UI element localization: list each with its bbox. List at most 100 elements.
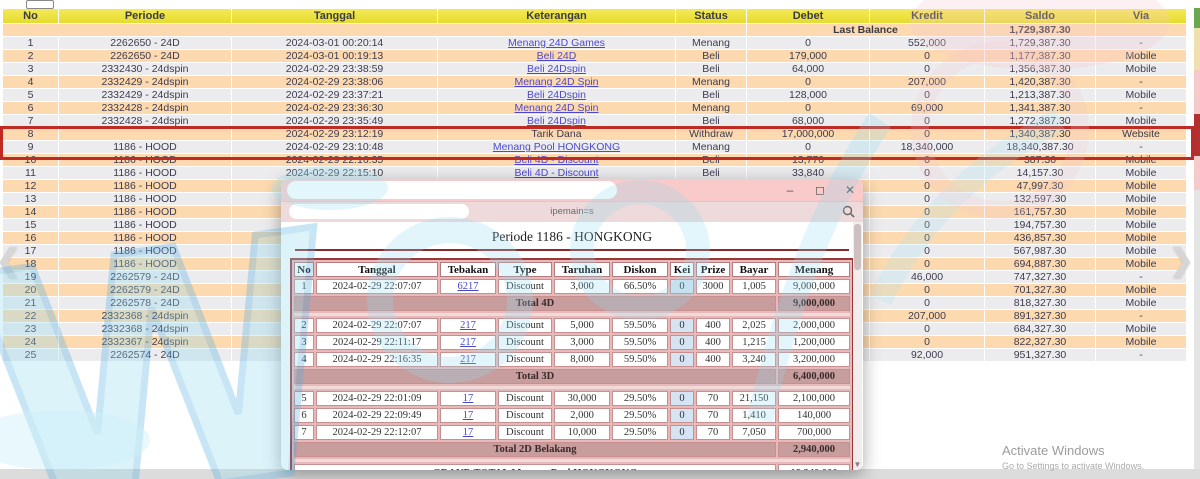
periode-cell: 2332368 - 24dspin — [59, 310, 231, 322]
keterangan-cell[interactable]: Beli 4D - Discount — [438, 154, 675, 166]
periode-cell: 2262574 - 24D — [59, 349, 231, 361]
bet-column-header-kei: Kei — [670, 262, 694, 277]
bet-tebakan[interactable]: 17 — [440, 391, 496, 406]
last-balance-spacer — [3, 24, 746, 36]
tebakan-link[interactable]: 17 — [462, 410, 474, 421]
keterangan-link[interactable]: Menang 24D Games — [508, 37, 605, 49]
popup-scrollbar-thumb[interactable] — [854, 224, 861, 270]
keterangan-cell[interactable]: Menang 24D Spin — [438, 102, 675, 114]
tebakan-link[interactable]: 217 — [460, 337, 476, 348]
page-size-select[interactable] — [26, 0, 54, 9]
keterangan-cell[interactable]: Menang Pool HONGKONG — [438, 141, 675, 153]
saldo-cell: 694,887.30 — [985, 258, 1095, 270]
keterangan-link[interactable]: Beli 24Dspin — [527, 63, 586, 75]
bet-column-header-type: Type — [498, 262, 552, 277]
bet-menang: 9,000,000 — [778, 279, 850, 294]
saldo-cell: 747,327.30 — [985, 271, 1095, 283]
saldo-cell: 1,420,387.30 — [985, 76, 1095, 88]
keterangan-link[interactable]: Beli 4D - Discount — [514, 167, 599, 179]
bet-tebakan[interactable]: 17 — [440, 408, 496, 423]
bet-tanggal: 2024-02-29 22:16:35 — [316, 352, 438, 367]
bet-tebakan[interactable]: 217 — [440, 352, 496, 367]
tanggal-cell: 2024-02-29 23:38:59 — [232, 63, 437, 75]
periode-cell: 2262650 - 24D — [59, 50, 231, 62]
periode-cell: 1186 - HOOD — [59, 232, 231, 244]
chevron-left-icon[interactable]: ❮ — [0, 246, 21, 276]
keterangan-cell[interactable]: Beli 24Dspin — [438, 115, 675, 127]
kredit-cell: 0 — [870, 128, 984, 140]
bet-tebakan[interactable]: 217 — [440, 335, 496, 350]
chevron-right-icon[interactable]: ❯ — [1168, 244, 1194, 277]
via-cell: Mobile — [1096, 258, 1186, 270]
table-row: 4 2332429 - 24dspin 2024-02-29 23:38:06 Men… — [3, 76, 1186, 88]
minimize-button[interactable]: – — [786, 183, 794, 197]
keterangan-cell[interactable]: Beli 4D - Discount — [438, 167, 675, 179]
bet-taruhan: 8,000 — [554, 352, 610, 367]
tanggal-cell: 2024-02-29 23:12:19 — [232, 128, 437, 140]
popup-titlebar[interactable]: – ◻ ✕ — [281, 179, 863, 201]
close-button[interactable]: ✕ — [844, 183, 856, 197]
via-cell: Mobile — [1096, 154, 1186, 166]
total-row: Total 4D 9,000,000 — [294, 296, 850, 311]
last-balance-row: Last Balance 1,729,387.30 — [3, 24, 1186, 36]
bet-taruhan: 30,000 — [554, 391, 610, 406]
saldo-cell: 1,272,387.30 — [985, 115, 1095, 127]
total-value: 2,940,000 — [778, 442, 850, 457]
bet-row: 3 2024-02-29 22:11:17 217 Discount 3,000 59.5… — [294, 335, 850, 350]
total-label: Total 3D — [294, 369, 776, 384]
maximize-button[interactable]: ◻ — [815, 183, 825, 197]
no-cell: 3 — [3, 63, 58, 75]
scroll-down-icon[interactable]: ▼ — [853, 460, 862, 469]
bet-prize: 70 — [696, 425, 730, 440]
bet-taruhan: 3,000 — [554, 279, 610, 294]
no-cell: 10 — [3, 154, 58, 166]
tebakan-link[interactable]: 17 — [462, 427, 474, 438]
bet-tanggal: 2024-02-29 22:12:07 — [316, 425, 438, 440]
periode-cell: 2262650 - 24D — [59, 37, 231, 49]
periode-cell: 2332430 - 24dspin — [59, 63, 231, 75]
bet-tebakan[interactable]: 6217 — [440, 279, 496, 294]
keterangan-link[interactable]: Menang 24D Spin — [514, 102, 599, 114]
via-cell: Mobile — [1096, 115, 1186, 127]
periode-cell: 2332429 - 24dspin — [59, 89, 231, 101]
total-value: 6,400,000 — [778, 369, 850, 384]
keterangan-link[interactable]: Menang Pool HONGKONG — [492, 141, 621, 153]
tebakan-link[interactable]: 6217 — [457, 281, 479, 292]
kredit-cell: 0 — [870, 232, 984, 244]
bet-row: 7 2024-02-29 22:12:07 17 Discount 10,000 29.5… — [294, 425, 850, 440]
keterangan-cell[interactable]: Menang 24D Games — [438, 37, 675, 49]
bet-taruhan: 5,000 — [554, 318, 610, 333]
tebakan-link[interactable]: 17 — [462, 393, 474, 404]
keterangan-cell[interactable]: Beli 24Dspin — [438, 89, 675, 101]
popup-scrollbar[interactable]: ▼ — [853, 222, 862, 470]
tanggal-cell: 2024-02-29 23:10:48 — [232, 141, 437, 153]
bet-type: Discount — [498, 391, 552, 406]
bet-kei: 0 — [670, 425, 694, 440]
bet-tanggal: 2024-02-29 22:01:09 — [316, 391, 438, 406]
column-header-periode: Periode — [59, 9, 231, 23]
keterangan-cell[interactable]: Beli 24Dspin — [438, 63, 675, 75]
page-scrollbar[interactable] — [1194, 190, 1200, 469]
keterangan-link[interactable]: Beli 24Dspin — [527, 89, 586, 101]
periode-cell: 2332367 - 24dspin — [59, 336, 231, 348]
bet-tebakan[interactable]: 217 — [440, 318, 496, 333]
bet-kei: 0 — [670, 391, 694, 406]
bet-no: 6 — [294, 408, 314, 423]
search-icon[interactable] — [842, 205, 855, 223]
debet-cell: 0 — [747, 141, 869, 153]
keterangan-cell[interactable]: Menang 24D Spin — [438, 76, 675, 88]
tebakan-link[interactable]: 217 — [460, 320, 476, 331]
tebakan-link[interactable]: 217 — [460, 354, 476, 365]
keterangan-link[interactable]: Menang 24D Spin — [514, 76, 599, 88]
censored-address-blob — [289, 204, 469, 219]
keterangan-link[interactable]: Beli 4D - Discount — [514, 154, 599, 166]
keterangan-cell[interactable]: Beli 24D — [438, 50, 675, 62]
bet-column-header-bayar: Bayar — [732, 262, 776, 277]
keterangan-link[interactable]: Beli 24Dspin — [527, 115, 586, 127]
tanggal-cell: 2024-02-29 23:36:30 — [232, 102, 437, 114]
saldo-cell: 891,327.30 — [985, 310, 1095, 322]
bet-tebakan[interactable]: 17 — [440, 425, 496, 440]
popup-addressbar[interactable]: ipemain=s — [281, 201, 863, 222]
keterangan-link[interactable]: Beli 24D — [536, 50, 577, 62]
column-header-status: Status — [676, 9, 746, 23]
